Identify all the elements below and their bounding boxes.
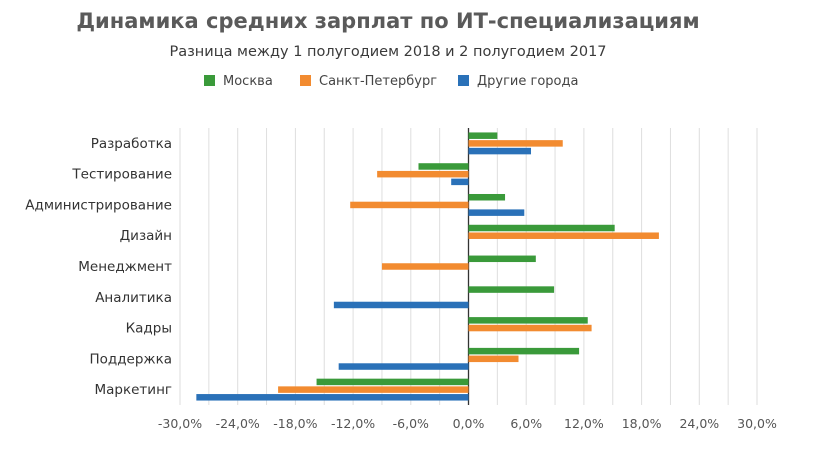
bar-spb — [468, 232, 659, 239]
bar-other — [338, 363, 469, 370]
category-label: Кадры — [126, 321, 172, 337]
bar-spb — [468, 324, 592, 332]
bars — [196, 132, 659, 401]
legend: Москва Санкт-Петербург Другие города — [204, 74, 578, 89]
bar-moscow — [468, 286, 555, 293]
bar-other — [468, 147, 532, 155]
bar-moscow — [468, 132, 498, 139]
legend-label: Санкт-Петербург — [319, 74, 437, 89]
category-labels: Разработка Тестирование Администрирование Д… — [25, 136, 172, 398]
bar-moscow — [468, 347, 580, 355]
bar-spb — [350, 201, 469, 209]
bar-other — [333, 301, 469, 309]
bar-other — [468, 209, 525, 216]
x-tick-label: -12,0% — [331, 416, 375, 431]
x-tick-label: 18,0% — [622, 416, 662, 431]
x-tick-label: 12,0% — [564, 416, 604, 431]
bar-other — [451, 178, 469, 186]
category-label: Дизайн — [120, 228, 172, 244]
bar-spb — [278, 386, 469, 393]
bar-moscow — [316, 378, 469, 386]
category-label: Менеджмент — [78, 259, 172, 275]
legend-label: Москва — [223, 74, 273, 89]
category-label: Маркетинг — [94, 382, 172, 398]
bar-spb — [468, 140, 563, 147]
legend-swatch — [300, 75, 311, 86]
x-tick-label: -18,0% — [273, 416, 317, 431]
x-tick-label: 0,0% — [453, 416, 485, 431]
legend-swatch — [458, 75, 469, 86]
x-tick-label: 30,0% — [737, 416, 777, 431]
bar-spb — [377, 170, 469, 178]
category-label: Поддержка — [89, 351, 172, 367]
category-label: Тестирование — [71, 167, 172, 183]
bar-moscow — [468, 255, 536, 263]
x-tick-label: 6,0% — [510, 416, 542, 431]
bar-spb — [381, 263, 469, 270]
chart-subtitle: Разница между 1 полугодием 2018 и 2 полу… — [169, 44, 606, 60]
legend-label: Другие города — [477, 74, 578, 89]
bar-moscow — [468, 317, 588, 324]
x-tick-label: -6,0% — [393, 416, 429, 431]
category-label: Администрирование — [25, 197, 172, 213]
category-label: Аналитика — [95, 290, 172, 306]
bar-spb — [468, 355, 519, 363]
x-tick-label: -24,0% — [216, 416, 260, 431]
bar-moscow — [418, 163, 469, 170]
bar-moscow — [468, 224, 615, 232]
x-tick-label: -30,0% — [158, 416, 202, 431]
bar-moscow — [468, 193, 506, 201]
legend-swatch — [204, 75, 215, 86]
x-tick-label: 24,0% — [679, 416, 719, 431]
x-tick-labels: -30,0% -24,0% -18,0% -12,0% -6,0% 0,0% 6,0% 12,… — [158, 416, 777, 431]
chart-title: Динамика средних зарплат по ИТ-специализ… — [76, 9, 699, 33]
bar-other — [196, 394, 469, 401]
category-label: Разработка — [91, 136, 172, 152]
